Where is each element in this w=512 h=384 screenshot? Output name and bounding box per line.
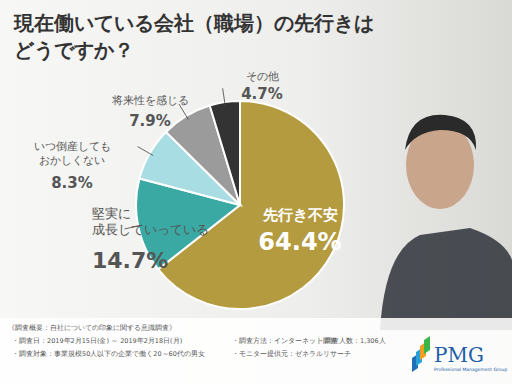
data-label: 64.4% bbox=[258, 228, 341, 256]
slice-label: その他 bbox=[246, 70, 279, 83]
leader-line bbox=[223, 88, 226, 106]
title-line: 現在働いている会社（職場）の先行きは bbox=[13, 11, 374, 35]
slice-label-line: 成長していっている bbox=[92, 222, 209, 237]
logo-subtext: Professional Management Group bbox=[434, 367, 507, 372]
slice-label: 将来性を感じる bbox=[111, 94, 189, 107]
slice-label-line: 将来性を感じる bbox=[111, 94, 189, 107]
person-body bbox=[380, 228, 512, 330]
slice-label-line: 堅実に bbox=[92, 206, 131, 221]
data-label: 14.7% bbox=[92, 248, 168, 273]
slice-label-line: 先行き不安 bbox=[262, 206, 338, 224]
slice-label: いつ倒産してもおかしくない bbox=[34, 140, 111, 167]
data-label: 7.9% bbox=[129, 112, 171, 130]
logo: PMGProfessional Management Group bbox=[412, 336, 507, 372]
data-label: 8.3% bbox=[51, 174, 93, 192]
footer-note: ・調査対象：事業規模50人以下の企業で働く20～60代の男女 bbox=[12, 350, 205, 358]
chart-svg: 現在働いている会社（職場）の先行きはどうですか？ 先行き不安 64.4% 堅実に成長し… bbox=[0, 0, 512, 384]
footer-note: ・調査人数：1,306人 bbox=[318, 337, 386, 345]
leader-line bbox=[138, 147, 154, 156]
slice-label: 堅実に成長していっている bbox=[92, 206, 209, 237]
pie bbox=[136, 101, 344, 309]
logo-text: PMG bbox=[434, 343, 484, 367]
chart-root: 現在働いている会社（職場）の先行きはどうですか？ 先行き不安 64.4% 堅実に成長し… bbox=[0, 0, 512, 384]
slice-label-line: いつ倒産しても bbox=[34, 140, 111, 153]
footer-note: ・調査日：2019年2月15日(金) ～ 2019年2月18日(月) bbox=[12, 337, 182, 345]
person-hair bbox=[405, 115, 476, 150]
footer-note: ・モニター提供元：ゼネラルリサーチ bbox=[232, 350, 351, 358]
pie-slice bbox=[210, 101, 240, 205]
footer-note: 《調査概要：自社についての印象に関する意識調査》 bbox=[8, 324, 176, 332]
slice-label: 先行き不安 bbox=[262, 206, 338, 224]
slice-label-line: おかしくない bbox=[39, 154, 105, 167]
background bbox=[0, 0, 512, 384]
slice-label-line: その他 bbox=[246, 70, 279, 83]
footer-panel bbox=[0, 318, 512, 384]
title-line: どうですか？ bbox=[14, 38, 134, 62]
data-label: 4.7% bbox=[241, 85, 283, 103]
title: 現在働いている会社（職場）の先行きはどうですか？ bbox=[13, 11, 374, 62]
logo-mark bbox=[424, 336, 430, 354]
